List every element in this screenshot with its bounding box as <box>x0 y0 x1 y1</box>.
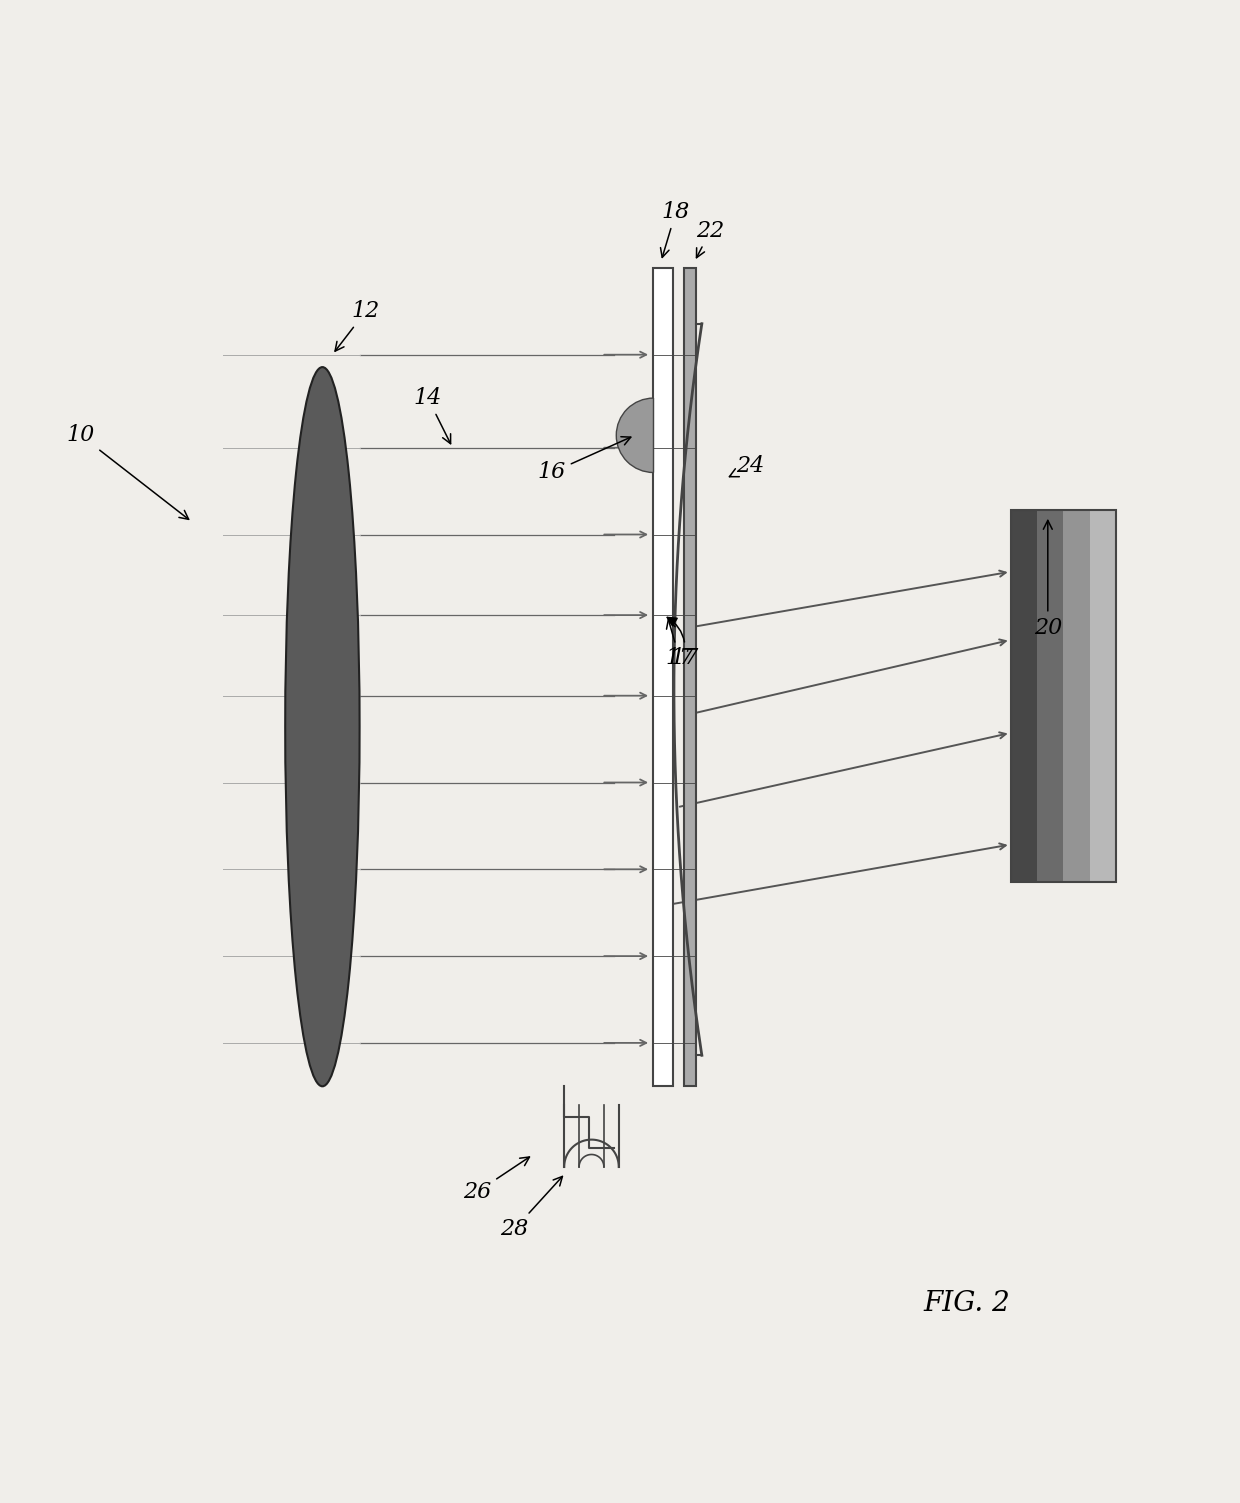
Bar <box>1011 510 1037 882</box>
Wedge shape <box>616 398 653 472</box>
Text: 26: 26 <box>464 1157 529 1202</box>
Bar <box>684 268 696 1087</box>
Text: 18: 18 <box>661 201 689 257</box>
Text: 14: 14 <box>414 388 450 443</box>
Text: 17: 17 <box>666 619 693 669</box>
Text: 28: 28 <box>501 1177 563 1240</box>
Text: 17: 17 <box>667 618 698 669</box>
Bar <box>1090 510 1116 882</box>
Text: 16: 16 <box>538 437 631 484</box>
Text: 20: 20 <box>1034 520 1061 639</box>
Bar <box>1011 510 1116 882</box>
Text: FIG. 2: FIG. 2 <box>924 1290 1011 1317</box>
Text: 24: 24 <box>729 455 764 478</box>
Bar <box>653 268 673 1087</box>
Text: 22: 22 <box>697 219 724 257</box>
Bar <box>1063 510 1090 882</box>
Bar <box>1037 510 1063 882</box>
Text: 10: 10 <box>67 424 188 520</box>
Text: 12: 12 <box>335 301 379 352</box>
Ellipse shape <box>285 367 360 1087</box>
